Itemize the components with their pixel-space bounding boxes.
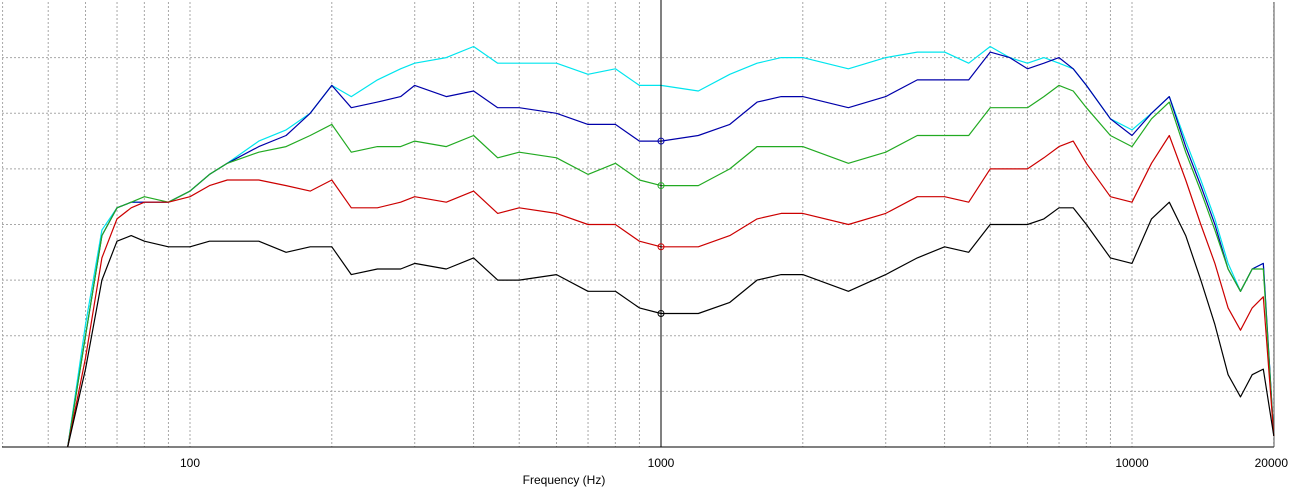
series-line-4 xyxy=(67,134,1275,448)
plot-frame xyxy=(2,2,1275,448)
cursor-marker-2 xyxy=(657,137,665,145)
series-line-3 xyxy=(67,84,1275,448)
series-line-2 xyxy=(67,51,1275,448)
series-line-5 xyxy=(67,201,1275,448)
cursor-marker-3 xyxy=(657,182,665,190)
x-tick-label: 10000 xyxy=(1115,456,1149,470)
x-tick-label: 20000 xyxy=(1255,456,1289,470)
cursor-marker-4 xyxy=(657,243,665,251)
x-axis-label: Frequency (Hz) xyxy=(523,473,606,487)
x-tick-label: 1000 xyxy=(648,456,675,470)
cursor-marker-5 xyxy=(657,310,665,317)
cursor xyxy=(657,0,665,447)
x-tick-labels: 100 1000 10000 20000 xyxy=(180,456,1288,470)
grid xyxy=(2,2,1275,447)
series-line-1 xyxy=(67,45,1275,448)
series-group xyxy=(67,45,1275,448)
x-tick-label: 100 xyxy=(180,456,200,470)
